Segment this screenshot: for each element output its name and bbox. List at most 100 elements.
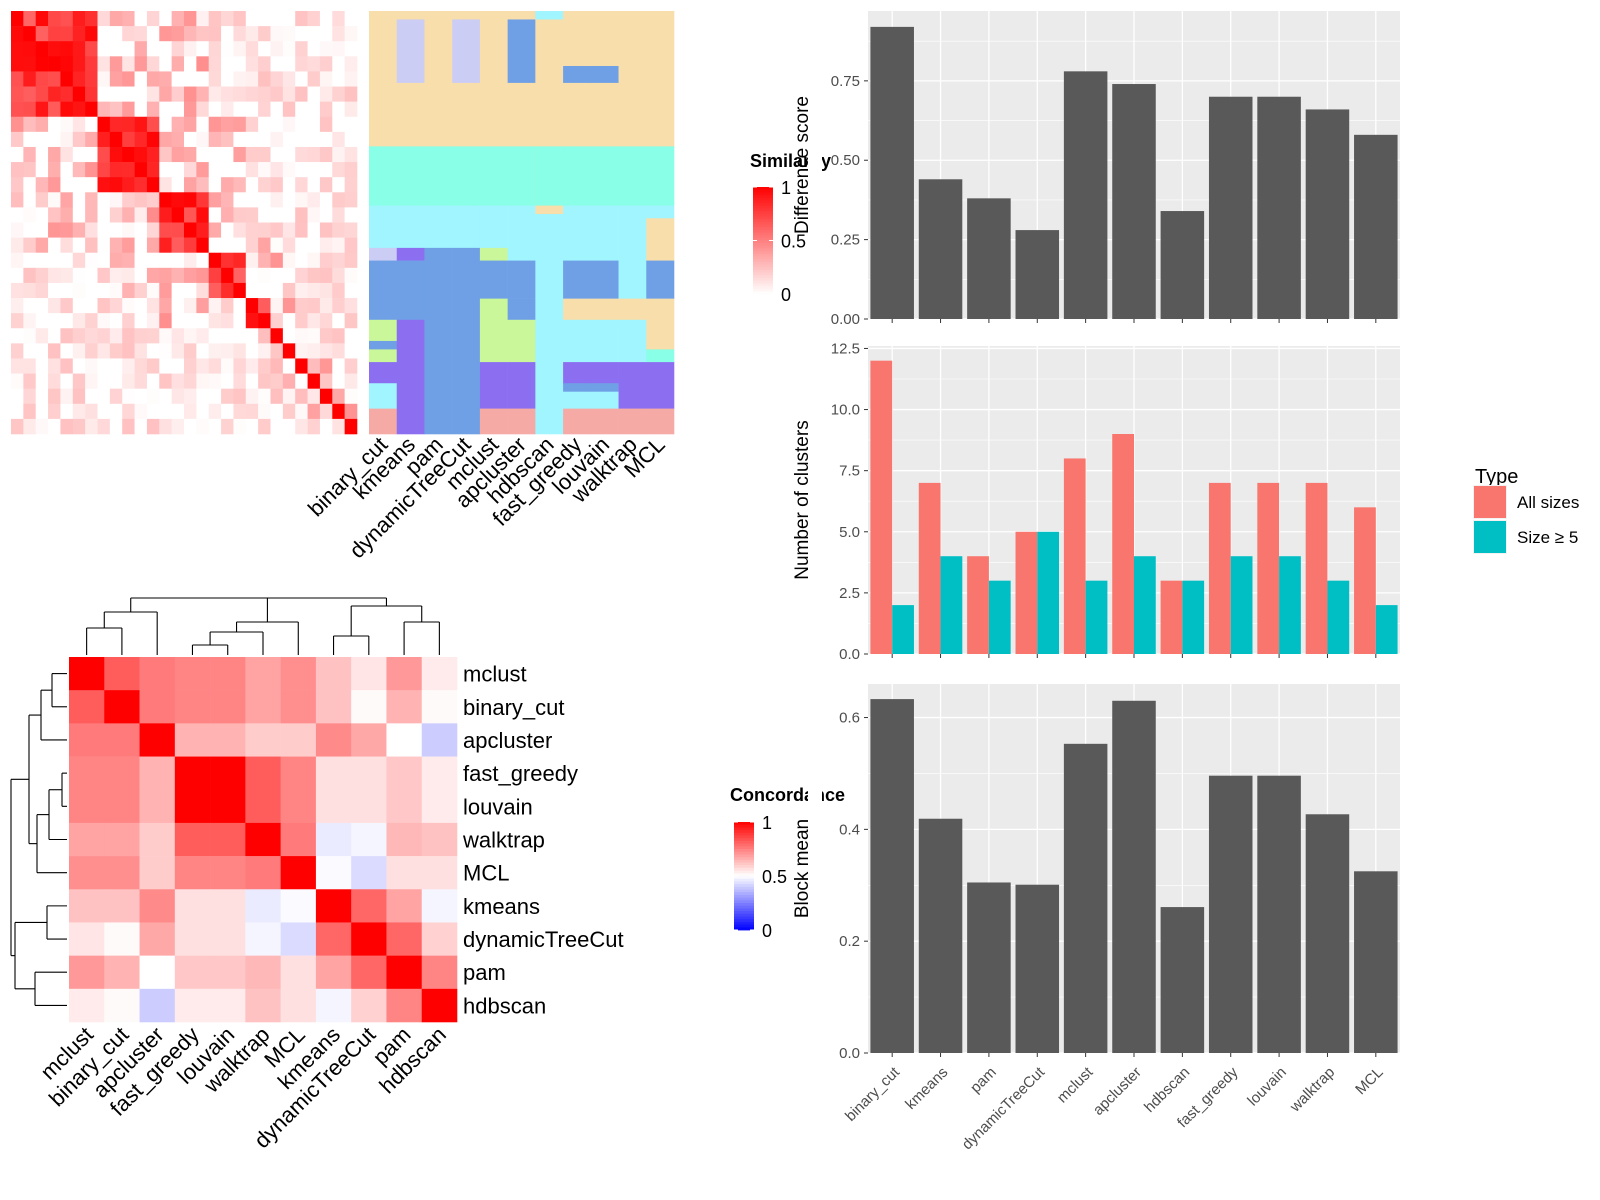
similarity-cell <box>307 26 321 42</box>
similarity-cell <box>97 101 111 118</box>
similarity-cell <box>233 26 247 42</box>
concordance-cell <box>245 657 281 691</box>
bar <box>1354 134 1398 319</box>
concordance-cell <box>104 657 140 691</box>
concordance-legend-gradient-step <box>734 822 754 826</box>
similarity-cell <box>159 313 172 329</box>
bar-all-sizes <box>1354 507 1376 654</box>
similarity-cell <box>270 56 284 72</box>
concordance-cell <box>104 756 140 791</box>
similarity-cell <box>208 192 222 208</box>
similarity-cell <box>72 358 86 374</box>
similarity-cell <box>72 403 86 420</box>
y-tick-label: 0.6 <box>839 710 860 727</box>
similarity-legend-tick-label: 0 <box>781 285 791 305</box>
concordance-cell <box>280 856 317 890</box>
similarity-cell <box>171 177 185 193</box>
similarity-cell <box>171 131 185 148</box>
similarity-cell <box>282 388 296 405</box>
similarity-cell <box>97 388 111 405</box>
similarity-cell <box>11 252 24 269</box>
similarity-cell <box>85 86 98 102</box>
similarity-cell <box>23 146 37 163</box>
similarity-cell <box>196 267 210 284</box>
similarity-cell <box>97 343 111 359</box>
concordance-legend-gradient-step <box>734 873 754 877</box>
similarity-cell <box>109 222 123 238</box>
similarity-cell <box>295 56 308 72</box>
bar <box>1354 871 1398 1053</box>
similarity-cell <box>233 101 247 118</box>
concordance-cell <box>69 789 105 824</box>
concordance-cell <box>315 922 352 956</box>
similarity-cell <box>171 222 185 238</box>
similarity-cell <box>35 207 49 223</box>
bar-all-sizes <box>1015 531 1038 654</box>
concordance-cell <box>421 922 458 956</box>
y-tick-label: 0.75 <box>831 73 860 90</box>
similarity-cell <box>221 26 234 42</box>
y-tick-label: 0.50 <box>831 152 860 169</box>
similarity-cell <box>35 313 49 329</box>
similarity-cell <box>109 267 123 284</box>
concordance-cell <box>174 822 211 857</box>
similarity-cell <box>233 358 247 374</box>
concordance-cell <box>280 657 317 691</box>
cluster-cell <box>369 205 398 249</box>
cluster-cell <box>646 146 675 206</box>
similarity-cell <box>221 207 234 223</box>
concordance-cell <box>386 889 423 923</box>
concordance-cell <box>210 988 246 1023</box>
bar-all-sizes <box>1208 482 1231 654</box>
similarity-cell <box>332 358 345 374</box>
similarity-cell <box>196 146 210 163</box>
similarity-cell <box>196 56 210 72</box>
cluster-cell <box>618 362 647 409</box>
similarity-cell <box>11 71 24 87</box>
concordance-cell <box>210 856 246 890</box>
similarity-cell <box>85 162 98 178</box>
similarity-cell <box>48 358 61 374</box>
similarity-cell <box>221 328 234 344</box>
similarity-legend-gradient-step <box>753 203 773 207</box>
similarity-cell <box>146 267 160 284</box>
concordance-legend-gradient-step <box>734 884 754 888</box>
similarity-cell <box>270 86 284 102</box>
similarity-cell <box>344 403 358 420</box>
similarity-cell <box>196 298 210 314</box>
similarity-cell <box>146 418 160 435</box>
similarity-legend-gradient-step <box>753 277 773 282</box>
similarity-cell <box>35 358 49 374</box>
bar <box>1208 775 1253 1053</box>
similarity-cell <box>171 373 185 389</box>
concordance-cell <box>245 955 281 990</box>
similarity-cell <box>134 313 148 329</box>
similarity-cell <box>134 162 148 178</box>
similarity-cell <box>11 358 24 374</box>
similarity-heatmap <box>11 11 358 435</box>
similarity-cell <box>196 207 210 223</box>
similarity-cell <box>48 328 61 344</box>
concordance-cell <box>245 889 281 923</box>
similarity-cell <box>295 11 308 27</box>
similarity-cell <box>159 41 172 57</box>
similarity-cell <box>159 86 172 102</box>
cluster-cell <box>507 82 536 147</box>
similarity-cell <box>258 373 271 389</box>
similarity-cell <box>344 388 358 405</box>
concordance-cell <box>139 822 176 857</box>
concordance-cell <box>315 789 352 824</box>
similarity-cell <box>208 358 222 374</box>
concordance-legend-gradient-step <box>734 846 754 850</box>
similarity-cell <box>134 388 148 405</box>
similarity-cell <box>48 343 61 359</box>
cluster-cell <box>563 11 592 67</box>
similarity-cell <box>332 26 345 42</box>
similarity-cell <box>146 403 160 420</box>
similarity-cell <box>332 237 345 254</box>
concordance-legend-gradient-step <box>734 843 754 847</box>
concordance-cell <box>139 955 176 990</box>
similarity-cell <box>109 343 123 359</box>
similarity-cell <box>72 388 86 405</box>
concordance-legend-gradient-step <box>734 919 754 923</box>
